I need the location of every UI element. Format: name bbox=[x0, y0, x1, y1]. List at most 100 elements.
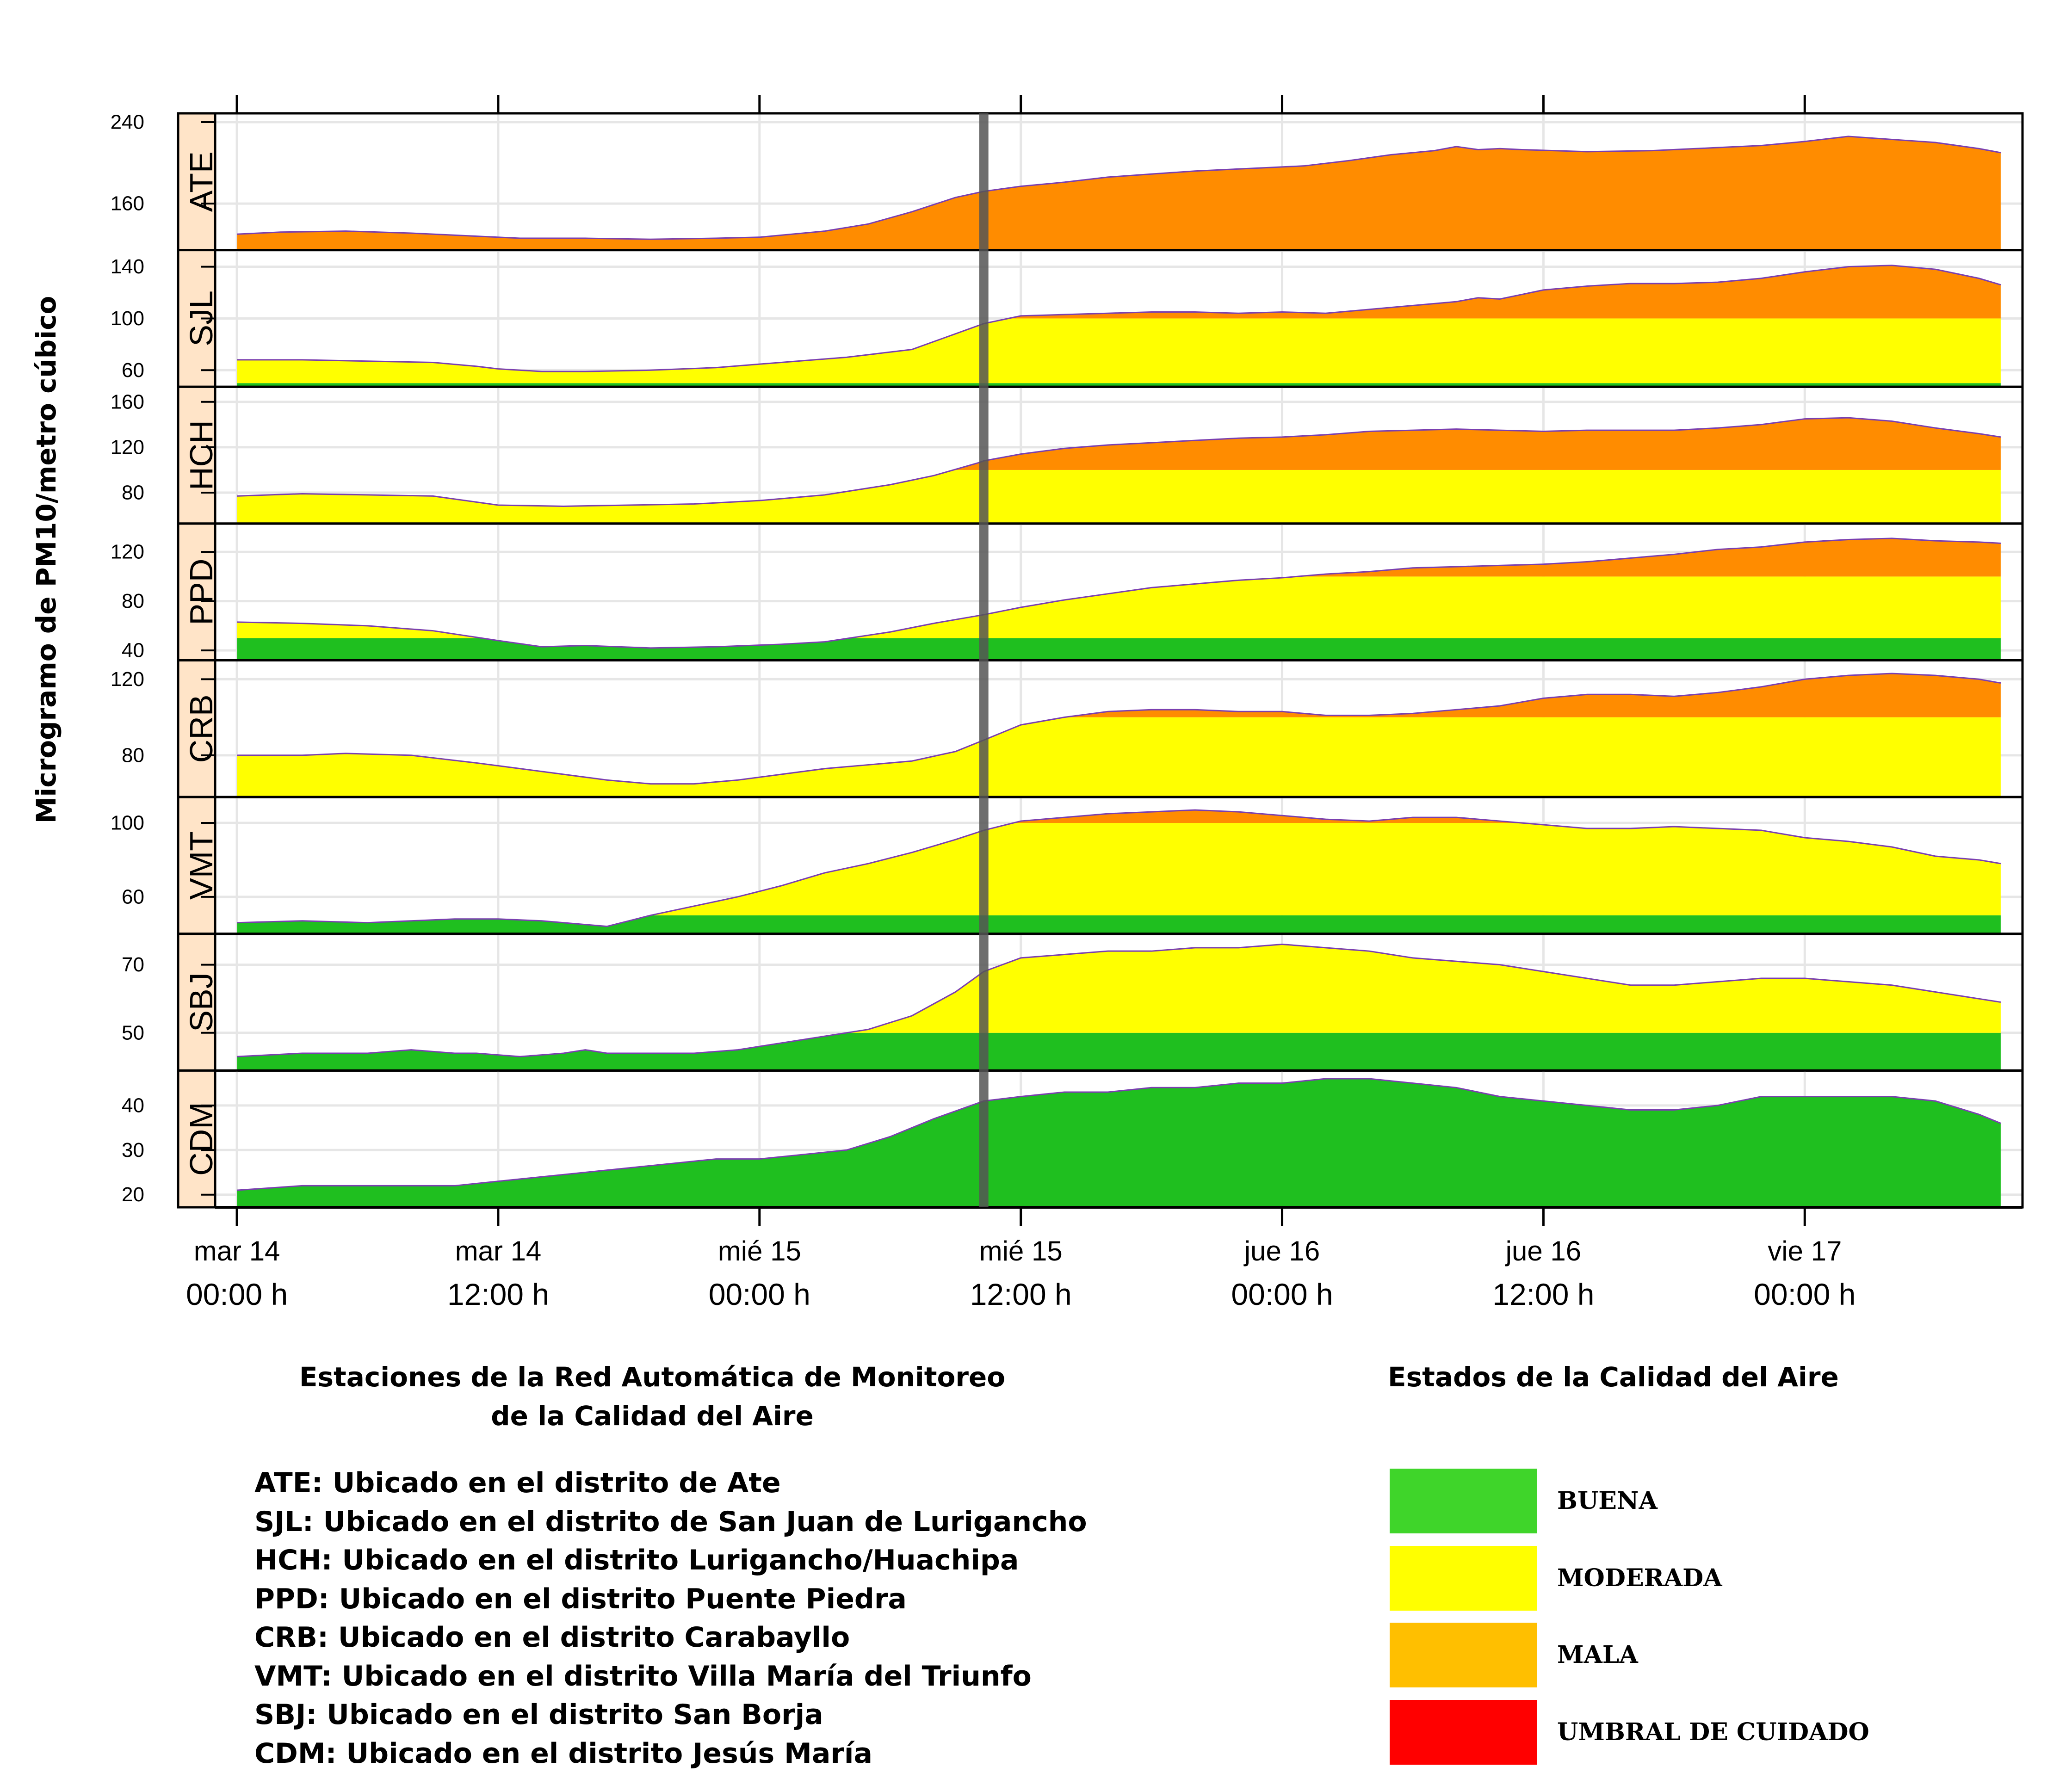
stations-legend-title-line2: de la Calidad del Aire bbox=[259, 1396, 1045, 1435]
y-tick-label: 100 bbox=[111, 812, 144, 834]
x-tick-time: 00:00 h bbox=[667, 1277, 852, 1312]
y-tick-label: 40 bbox=[122, 639, 144, 662]
area-hch bbox=[237, 387, 2001, 524]
strip-label-crb: CRB bbox=[183, 694, 219, 763]
x-tick-time: 12:00 h bbox=[1451, 1277, 1636, 1312]
band-moderada bbox=[237, 823, 2001, 915]
quality-label-buena: BUENA bbox=[1557, 1469, 1658, 1533]
y-tick-label: 240 bbox=[111, 111, 144, 134]
band-mala bbox=[237, 797, 2001, 823]
quality-label-mala: MALA bbox=[1557, 1623, 1638, 1687]
x-tick-time: 00:00 h bbox=[1712, 1277, 1897, 1312]
y-tick-label: 120 bbox=[111, 541, 144, 563]
quality-legend-umbral: UMBRAL DE CUIDADO bbox=[1390, 1700, 1899, 1765]
area-vmt bbox=[237, 797, 2001, 934]
x-tick-time: 12:00 h bbox=[406, 1277, 591, 1312]
station-legend-item: SJL: Ubicado en el distrito de San Juan … bbox=[254, 1503, 1087, 1542]
panel-vmt: VMT 60 100 bbox=[111, 797, 2023, 934]
x-tick-time: 00:00 h bbox=[144, 1277, 329, 1312]
y-tick-label: 40 bbox=[122, 1094, 144, 1117]
strip-label-vmt: VMT bbox=[183, 831, 219, 900]
y-tick-label: 60 bbox=[122, 359, 144, 382]
y-tick-label: 140 bbox=[111, 255, 144, 278]
band-mala bbox=[237, 387, 2001, 470]
stations-legend-list: ATE: Ubicado en el distrito de Ate SJL: … bbox=[254, 1464, 1087, 1773]
strip-label-sbj: SBJ bbox=[183, 972, 219, 1032]
strip-label-cdm: CDM bbox=[183, 1102, 219, 1175]
area-ate bbox=[237, 113, 2001, 250]
stations-legend-title: Estaciones de la Red Automática de Monit… bbox=[259, 1358, 1045, 1435]
station-legend-item: VMT: Ubicado en el distrito Villa María … bbox=[254, 1657, 1087, 1696]
y-tick-label: 60 bbox=[122, 885, 144, 908]
x-tick-day: jue 16 bbox=[1451, 1235, 1636, 1277]
area-sbj bbox=[237, 934, 2001, 1071]
band-moderada bbox=[237, 717, 2001, 797]
band-mala bbox=[237, 250, 2001, 319]
area-crb bbox=[237, 661, 2001, 797]
x-tick-time: 00:00 h bbox=[1190, 1277, 1375, 1312]
station-legend-item: ATE: Ubicado en el distrito de Ate bbox=[254, 1464, 1087, 1503]
y-tick-label: 80 bbox=[122, 482, 144, 504]
band-mala bbox=[237, 113, 2001, 250]
y-tick-label: 160 bbox=[111, 192, 144, 215]
station-legend-item: HCH: Ubicado en el distrito Lurigancho/H… bbox=[254, 1541, 1087, 1580]
panel-hch: HCH 80 120 160 bbox=[111, 387, 2023, 524]
y-tick-label: 120 bbox=[111, 436, 144, 458]
stations-legend-title-line1: Estaciones de la Red Automática de Monit… bbox=[259, 1358, 1045, 1396]
station-legend-item: CRB: Ubicado en el distrito Carabayllo bbox=[254, 1619, 1087, 1657]
band-buena bbox=[237, 915, 2001, 934]
band-moderada bbox=[237, 934, 2001, 1033]
y-tick-label: 20 bbox=[122, 1183, 144, 1206]
x-tick-day: mié 15 bbox=[928, 1235, 1113, 1277]
y-tick-label: 160 bbox=[111, 390, 144, 413]
station-legend-item: PPD: Ubicado en el distrito Puente Piedr… bbox=[254, 1580, 1087, 1619]
band-buena bbox=[237, 1033, 2001, 1071]
y-tick-label: 120 bbox=[111, 668, 144, 691]
quality-swatch-moderada bbox=[1390, 1546, 1537, 1611]
x-tick-time: 12:00 h bbox=[928, 1277, 1113, 1312]
x-tick-day: jue 16 bbox=[1190, 1235, 1375, 1277]
station-legend-item: SBJ: Ubicado en el distrito San Borja bbox=[254, 1696, 1087, 1735]
quality-swatch-umbral bbox=[1390, 1700, 1537, 1765]
panel-cdm: CDM 20 30 40 bbox=[122, 1070, 2023, 1207]
quality-legend-moderada: MODERADA bbox=[1390, 1546, 1899, 1611]
band-mala bbox=[237, 524, 2001, 577]
quality-legend-title: Estados de la Calidad del Aire bbox=[1388, 1358, 1839, 1396]
x-tick-day: vie 17 bbox=[1712, 1235, 1897, 1277]
quality-legend-mala: MALA bbox=[1390, 1623, 1899, 1687]
x-tick-day: mar 14 bbox=[144, 1235, 329, 1277]
strip-label-hch: HCH bbox=[183, 420, 219, 490]
y-tick-label: 70 bbox=[122, 953, 144, 976]
chart-panels: ATE160240SJL60100140HCH80120160PPD408012… bbox=[111, 111, 2023, 1207]
panel-ppd: PPD 40 80 120 bbox=[111, 524, 2023, 662]
band-mala bbox=[237, 661, 2001, 717]
quality-label-moderada: MODERADA bbox=[1557, 1546, 1722, 1611]
band-moderada bbox=[237, 318, 2001, 383]
y-tick-label: 80 bbox=[122, 744, 144, 766]
strip-label-ppd: PPD bbox=[183, 559, 219, 625]
quality-label-umbral: UMBRAL DE CUIDADO bbox=[1557, 1700, 1869, 1765]
y-tick-label: 100 bbox=[111, 307, 144, 330]
y-tick-label: 30 bbox=[122, 1139, 144, 1161]
panel-crb: CRB 80 120 bbox=[111, 661, 2023, 797]
quality-swatch-mala bbox=[1390, 1623, 1537, 1687]
y-axis-title: Microgramo de PM10/metro cúbico bbox=[31, 296, 62, 824]
quality-swatch-buena bbox=[1390, 1469, 1537, 1533]
band-moderada bbox=[237, 576, 2001, 638]
band-moderada bbox=[237, 470, 2001, 524]
quality-legend-buena: BUENA bbox=[1390, 1469, 1899, 1533]
y-tick-label: 50 bbox=[122, 1021, 144, 1044]
x-tick-day: mié 15 bbox=[667, 1235, 852, 1277]
y-tick-label: 80 bbox=[122, 590, 144, 612]
station-legend-item: CDM: Ubicado en el distrito Jesús María bbox=[254, 1735, 1087, 1773]
panel-sbj: SBJ 50 70 bbox=[122, 934, 2023, 1071]
x-tick-day: mar 14 bbox=[406, 1235, 591, 1277]
